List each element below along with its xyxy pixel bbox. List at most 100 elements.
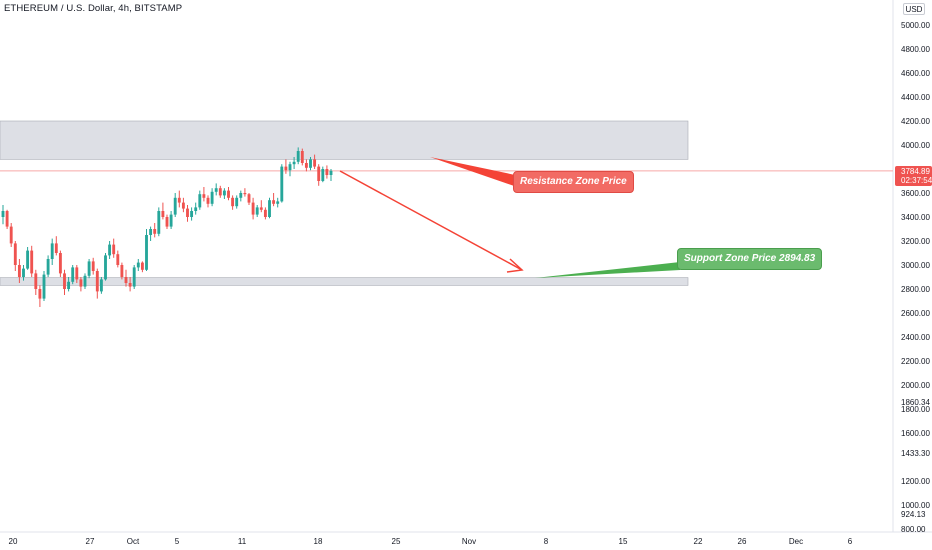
- candle-body: [17, 265, 21, 277]
- candle-body: [288, 164, 292, 171]
- price-tick-label: 3400.00: [901, 213, 930, 222]
- support-callout[interactable]: Support Zone Price 2894.83: [677, 248, 823, 270]
- candle-body: [255, 207, 259, 215]
- candle-body: [145, 235, 148, 270]
- time-tick-label: 15: [619, 537, 628, 546]
- time-tick-label: 26: [738, 537, 747, 546]
- candle-body: [13, 243, 17, 265]
- candle-body: [173, 197, 177, 215]
- candle-body: [194, 207, 198, 211]
- price-tick-label: 2600.00: [901, 309, 930, 318]
- candle-body: [26, 250, 30, 269]
- price-tick-label: 4800.00: [901, 45, 930, 54]
- price-tick-label: 1000.00: [901, 501, 930, 510]
- candle-body: [329, 170, 333, 175]
- last-price-badge: [895, 166, 932, 186]
- time-tick-label: 8: [544, 537, 549, 546]
- price-tick-label: 1200.00: [901, 477, 930, 486]
- currency-selector[interactable]: USD: [903, 3, 925, 15]
- candle-body: [124, 277, 128, 283]
- time-tick-label: 25: [392, 537, 401, 546]
- candle-body: [309, 159, 312, 168]
- candle-body: [128, 283, 132, 287]
- candle-body: [58, 253, 62, 274]
- price-tick-label: 3200.00: [901, 237, 930, 246]
- candle-body: [190, 211, 194, 217]
- candle-body: [161, 211, 165, 217]
- price-tick-label: 4000.00: [901, 141, 930, 150]
- price-tick-label: 3600.00: [901, 189, 930, 198]
- time-tick-label: 5: [175, 537, 180, 546]
- price-tick-label: 1433.30: [901, 449, 930, 458]
- projection-arrowhead: [506, 258, 524, 273]
- price-tick-label: 2000.00: [901, 381, 930, 390]
- candle-body: [34, 273, 38, 289]
- candle-body: [54, 243, 58, 253]
- candle-body: [247, 194, 251, 203]
- candle-body: [83, 275, 87, 287]
- price-tick-label: 1600.00: [901, 429, 930, 438]
- time-tick-label: Dec: [789, 537, 803, 546]
- candle-body: [235, 197, 239, 207]
- candle-body: [153, 229, 157, 234]
- time-tick-label: 18: [314, 537, 323, 546]
- price-tick-label: 5000.00: [901, 21, 930, 30]
- candle-body: [280, 166, 284, 202]
- candle-body: [99, 279, 103, 292]
- candle-body: [186, 208, 189, 217]
- time-tick-label: 6: [848, 537, 853, 546]
- price-tick-label: 3000.00: [901, 261, 930, 270]
- price-tick-label: 1800.00: [901, 405, 930, 414]
- candle-body: [22, 268, 25, 277]
- candle-body: [63, 273, 66, 289]
- candle-body: [227, 190, 230, 198]
- candle-body: [296, 151, 300, 162]
- candle-body: [149, 229, 153, 235]
- candle-body: [206, 197, 210, 204]
- price-axis-ticks: 5000.00 4800.00 4600.00 4400.00 4200.00 4000.…: [901, 21, 930, 534]
- candle-body: [243, 193, 247, 195]
- candle-body: [304, 163, 308, 168]
- candle-body: [71, 267, 75, 282]
- candle-body: [91, 261, 95, 271]
- candle-body: [95, 271, 99, 292]
- candle-body: [9, 226, 13, 244]
- candle-body: [108, 244, 112, 256]
- time-tick-label: 11: [238, 537, 247, 546]
- resistance-callout-pointer: [430, 157, 520, 188]
- candle-body: [132, 267, 136, 287]
- candle-body: [214, 188, 218, 192]
- price-tick-label: 2200.00: [901, 357, 930, 366]
- candle-body: [198, 194, 202, 208]
- price-tick-label: 4200.00: [901, 117, 930, 126]
- candle-body: [231, 197, 235, 207]
- candle-body: [5, 211, 9, 227]
- candle-body: [263, 209, 267, 217]
- candle-body: [218, 188, 222, 196]
- price-tick-label: 2800.00: [901, 285, 930, 294]
- candle-body: [284, 166, 288, 171]
- price-tick-label: 924.13: [901, 510, 926, 519]
- candle-body: [116, 254, 120, 265]
- candle-body: [75, 267, 79, 280]
- candle-body: [268, 200, 271, 217]
- resistance-callout[interactable]: Resistance Zone Price: [513, 171, 634, 193]
- candle-body: [325, 169, 329, 175]
- projection-arrow[interactable]: [339, 170, 523, 271]
- candle-body: [67, 281, 71, 289]
- price-tick-label: 2400.00: [901, 333, 930, 342]
- price-tick-label: 1860.34: [901, 398, 930, 407]
- support-zone[interactable]: [0, 277, 689, 286]
- resistance-zone[interactable]: [0, 120, 689, 160]
- candle-body: [251, 202, 255, 215]
- candle-body: [222, 190, 226, 196]
- candle-body: [157, 211, 161, 234]
- candle-body: [104, 255, 107, 280]
- candle-body: [181, 202, 185, 209]
- candle-body: [1, 211, 5, 217]
- time-tick-label: 22: [694, 537, 703, 546]
- time-tick-label: Nov: [462, 537, 476, 546]
- candle-body: [210, 191, 214, 204]
- time-tick-label: 27: [86, 537, 95, 546]
